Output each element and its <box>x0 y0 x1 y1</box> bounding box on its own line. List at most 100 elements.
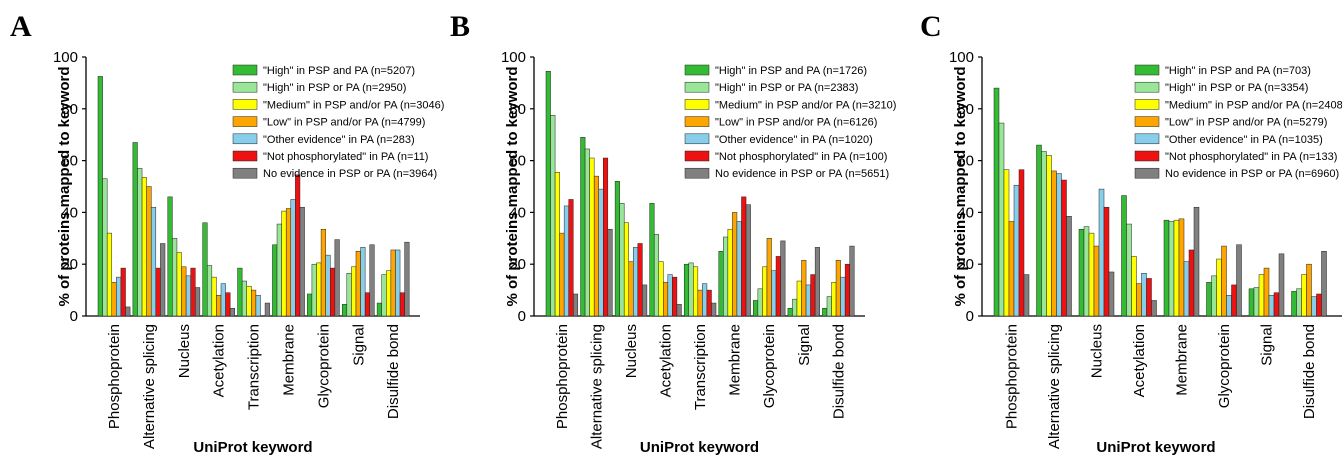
legend-label: No evidence in PSP or PA (n=6960) <box>1165 168 1339 180</box>
x-tick-label: Acetylation <box>211 324 228 397</box>
bar <box>1023 274 1030 317</box>
bar <box>376 302 382 317</box>
bar <box>1301 274 1307 317</box>
bar <box>360 247 366 317</box>
bar <box>633 247 639 317</box>
bar <box>762 266 768 317</box>
x-axis-title: UniProt keyword <box>193 439 312 456</box>
bar <box>826 296 832 317</box>
bar <box>1248 288 1255 317</box>
legend-swatch <box>1134 81 1160 93</box>
bar <box>780 240 786 317</box>
bar <box>395 249 401 317</box>
legend-label: "Not phosphorylated" in PA (n=133) <box>1165 151 1337 163</box>
bar <box>111 282 117 317</box>
x-tick-label: Phosphoprotein <box>106 324 123 429</box>
bar <box>589 157 595 317</box>
bar <box>727 228 733 317</box>
y-tick-label: 20 <box>957 256 974 273</box>
bar <box>116 276 122 317</box>
y-axis-title: % of proteins mapped to keyword <box>952 66 969 306</box>
legend-swatch <box>232 64 258 76</box>
bar <box>1211 275 1217 317</box>
bar <box>732 212 738 317</box>
bar <box>220 283 226 317</box>
bar <box>167 196 173 317</box>
x-tick-label: Alternative splicing <box>1046 324 1063 449</box>
y-tick-label: 0 <box>518 308 526 325</box>
bar <box>1108 271 1115 317</box>
bar <box>185 275 191 317</box>
chart-panel-a: A 0 20 40 60 80 100% of proteins mapped to key… <box>10 10 444 456</box>
bar <box>593 175 599 317</box>
bar <box>330 267 336 317</box>
bar <box>814 247 820 317</box>
bar <box>801 260 807 317</box>
bar <box>1046 155 1052 317</box>
bar <box>649 203 655 317</box>
bar <box>568 199 574 317</box>
bar <box>1066 216 1072 317</box>
bar <box>120 267 126 317</box>
bar <box>1258 274 1265 317</box>
legend-label: "Medium" in PSP and/or PA (n=2408) <box>1165 99 1342 111</box>
bar <box>1291 291 1297 317</box>
y-tick-label: 60 <box>957 153 974 170</box>
bar <box>559 232 565 317</box>
bar <box>216 295 222 317</box>
legend-swatch <box>232 167 258 179</box>
bar <box>1216 258 1222 317</box>
bar <box>993 87 1000 317</box>
y-tick-label: 20 <box>509 256 526 273</box>
bar <box>125 306 131 317</box>
y-tick-label: 60 <box>61 153 78 170</box>
bar <box>1268 295 1275 317</box>
bar <box>998 122 1005 317</box>
bar <box>619 203 625 317</box>
bar <box>1093 245 1100 317</box>
bar <box>835 260 841 317</box>
bar <box>355 251 361 317</box>
x-tick-label: Signal <box>1259 324 1276 366</box>
bar <box>97 76 103 317</box>
legend-label: "Not phosphorylated" in PA (n=11) <box>263 151 428 163</box>
x-axis-title: UniProt keyword <box>1096 439 1215 456</box>
bar <box>150 206 157 317</box>
bar <box>1263 267 1270 317</box>
legend-label: "Other evidence" in PA (n=1020) <box>715 134 873 146</box>
bar <box>637 243 643 317</box>
bar <box>307 293 313 317</box>
y-tick-label: 80 <box>61 101 78 118</box>
bar <box>246 285 252 317</box>
bar <box>745 204 751 317</box>
x-tick-label: Glycoprotein <box>1216 324 1233 408</box>
bar <box>554 172 560 317</box>
bar <box>381 274 387 317</box>
x-tick-label: Nucleus <box>176 324 193 378</box>
bar <box>106 232 113 317</box>
bar <box>1188 249 1195 317</box>
bar <box>137 168 143 317</box>
bar <box>697 289 703 317</box>
chart-panel-c: C 0 20 40 60 80 100% of proteins mapped to key… <box>920 10 1342 456</box>
bar <box>295 174 301 317</box>
x-tick-label: Phosphoprotein <box>1004 324 1021 429</box>
bar <box>399 292 405 317</box>
legend-swatch <box>684 99 710 110</box>
bar <box>255 295 261 317</box>
y-tick-label: 40 <box>509 204 526 221</box>
bar <box>334 239 340 317</box>
bar <box>1321 251 1327 317</box>
bar <box>607 228 613 317</box>
x-tick-label: Disulfide bond <box>1301 324 1318 419</box>
x-tick-label: Disulfide bond <box>830 324 847 419</box>
bar <box>311 263 317 317</box>
bar <box>364 292 370 317</box>
bar <box>146 186 152 317</box>
bar <box>285 208 292 317</box>
legend-swatch <box>1134 99 1160 110</box>
x-tick-label: Membrane <box>1174 324 1191 396</box>
bar <box>1183 261 1190 317</box>
x-tick-label: Membrane <box>280 324 297 396</box>
